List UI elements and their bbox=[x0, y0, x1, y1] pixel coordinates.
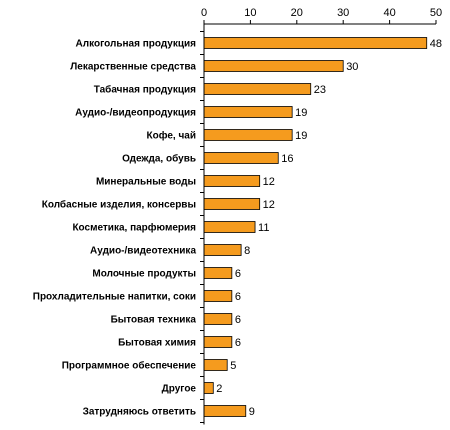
data-label: 2 bbox=[216, 383, 222, 395]
data-label: 12 bbox=[263, 199, 275, 211]
data-label: 6 bbox=[235, 268, 241, 280]
data-label: 9 bbox=[249, 406, 255, 418]
category-label: Алкогольная продукция bbox=[76, 39, 197, 50]
x-tick-label: 10 bbox=[244, 7, 256, 19]
bar bbox=[203, 336, 233, 348]
category-labels: Алкогольная продукция Лекарственные средс… bbox=[33, 39, 197, 418]
data-label: 19 bbox=[295, 107, 307, 119]
bar bbox=[203, 198, 261, 210]
category-label: Бытовая химия bbox=[118, 338, 196, 349]
category-label: Аудио-/видеотехника bbox=[90, 246, 196, 257]
category-label: Затрудняюсь ответить bbox=[83, 407, 196, 418]
category-label: Минеральные воды bbox=[96, 177, 196, 188]
x-tick-label: 20 bbox=[291, 7, 303, 19]
data-label: 6 bbox=[235, 314, 241, 326]
category-label: Программное обеспечение bbox=[62, 360, 197, 372]
bar bbox=[203, 267, 233, 279]
data-label: 48 bbox=[430, 38, 442, 50]
bar bbox=[203, 129, 293, 141]
category-label: Бытовая техника bbox=[111, 315, 197, 326]
category-label: Молочные продукты bbox=[92, 269, 196, 280]
bar bbox=[203, 37, 428, 49]
data-label: 6 bbox=[235, 337, 241, 349]
bar bbox=[203, 382, 214, 394]
bar bbox=[203, 244, 242, 256]
data-label: 11 bbox=[258, 222, 269, 234]
data-label: 5 bbox=[230, 360, 236, 372]
bars bbox=[203, 37, 428, 417]
data-label: 19 bbox=[295, 130, 307, 142]
category-label: Другое bbox=[162, 384, 197, 395]
bar bbox=[203, 152, 279, 164]
data-label: 8 bbox=[244, 245, 250, 257]
x-tick-label: 0 bbox=[201, 7, 207, 19]
category-label: Прохладительные напитки, соки bbox=[33, 292, 196, 303]
bar bbox=[203, 60, 344, 72]
category-label: Кофе, чай bbox=[147, 130, 196, 142]
category-label: Косметика, парфюмерия bbox=[72, 222, 196, 234]
category-label: Табачная продукция bbox=[94, 84, 196, 96]
data-label: 23 bbox=[314, 84, 326, 96]
x-tick-label: 50 bbox=[430, 7, 442, 19]
bar bbox=[203, 405, 247, 417]
bar bbox=[203, 106, 293, 118]
data-label: 16 bbox=[281, 153, 293, 165]
category-label: Лекарственные средства bbox=[70, 62, 196, 73]
x-tick-label: 40 bbox=[383, 7, 395, 19]
x-tick-label: 30 bbox=[337, 7, 349, 19]
data-label: 30 bbox=[346, 61, 358, 73]
bar bbox=[203, 290, 233, 302]
bar bbox=[203, 359, 228, 371]
x-axis-ticks: 0 10 20 30 40 50 bbox=[201, 7, 442, 24]
bar bbox=[203, 313, 233, 325]
bar bbox=[203, 175, 261, 187]
category-label: Одежда, обувь bbox=[122, 153, 196, 165]
data-label: 6 bbox=[235, 291, 241, 303]
axes bbox=[200, 23, 436, 425]
data-label: 12 bbox=[263, 176, 275, 188]
bar bbox=[203, 221, 256, 233]
category-label: Аудио-/видеопродукция bbox=[75, 108, 196, 119]
category-label: Колбасные изделия, консервы bbox=[42, 199, 196, 211]
bar bbox=[203, 83, 312, 95]
